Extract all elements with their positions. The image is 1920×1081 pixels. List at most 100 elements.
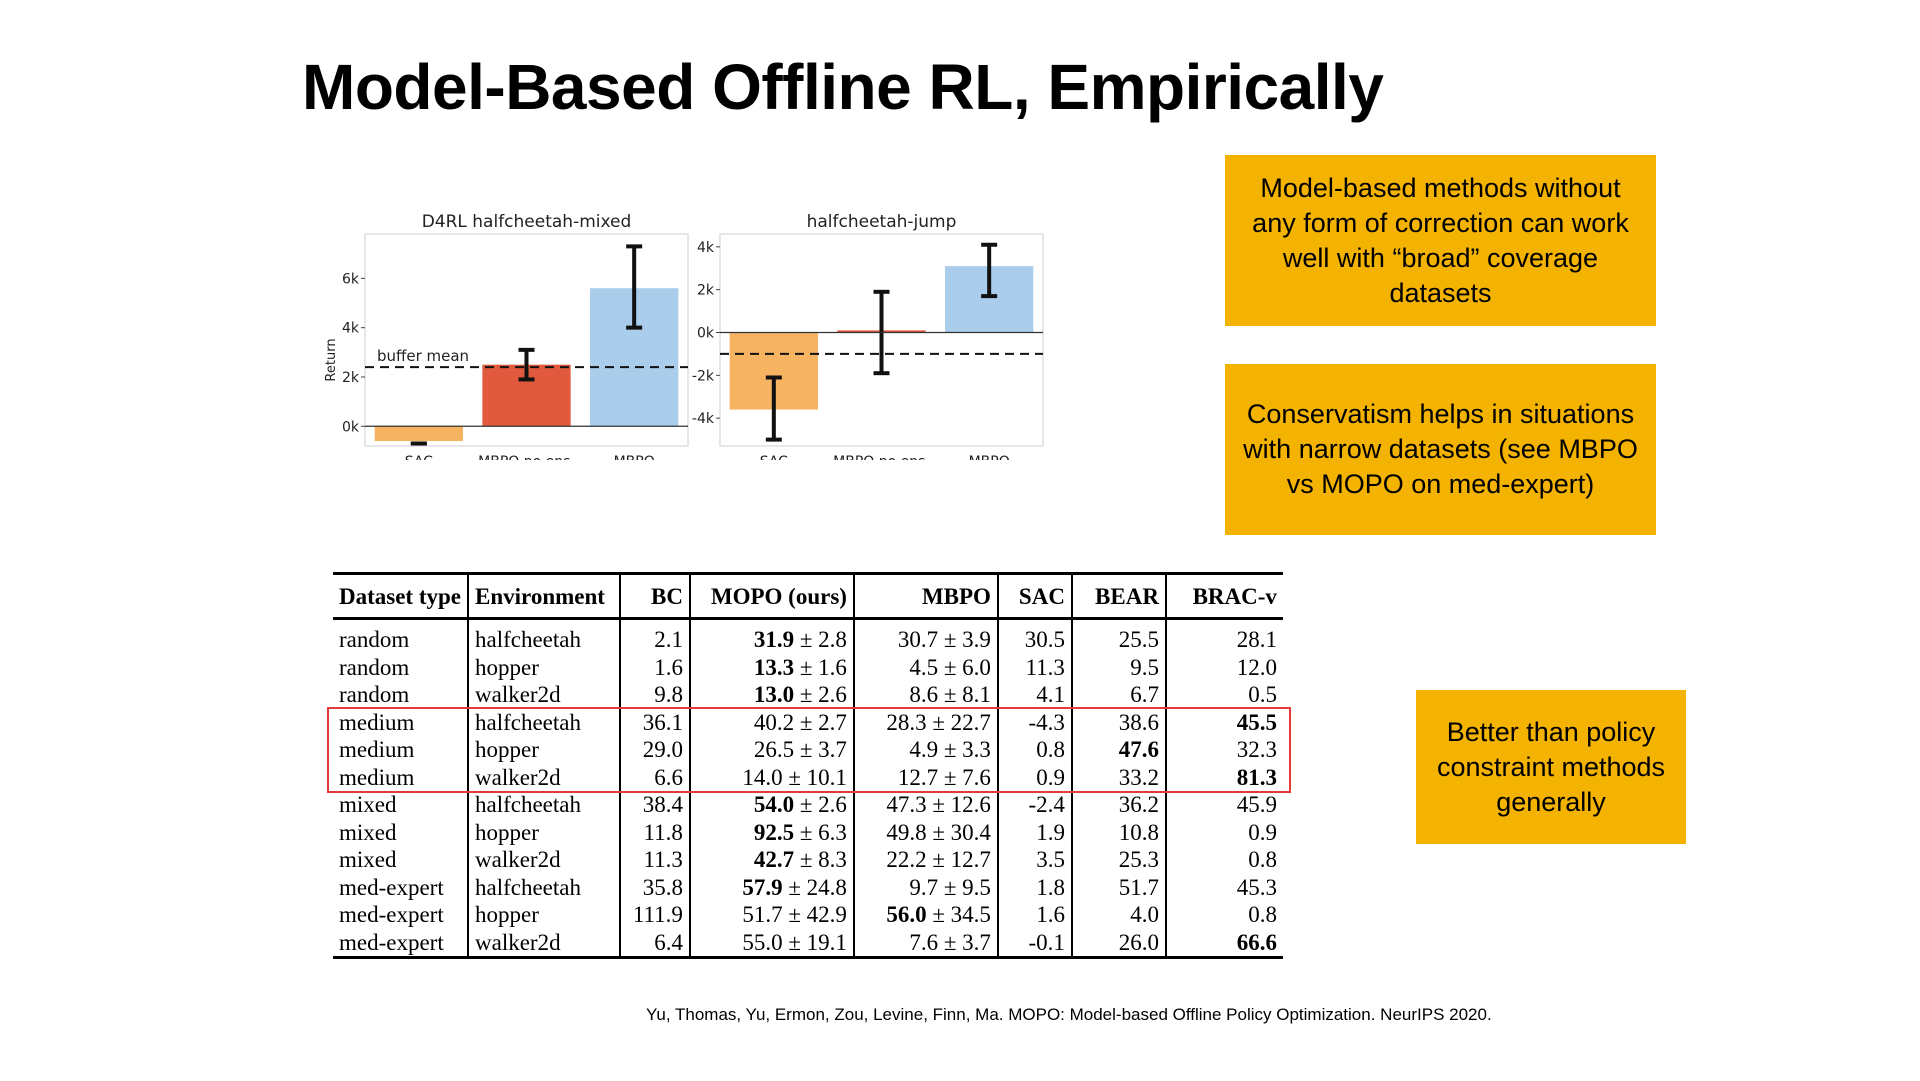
- cell-dataset-type-value: mixed: [339, 819, 397, 845]
- results-table: Dataset type Environment BC MOPO (ours) …: [333, 572, 1283, 959]
- cell-brac-v-value: 45.9: [1236, 792, 1277, 818]
- cell-mopo: 54.0 ± 2.6: [688, 791, 854, 819]
- cell-bc: 35.8: [618, 873, 690, 901]
- y-tick-label: 4k: [697, 240, 715, 256]
- cell-sac-value: 1.9: [1036, 819, 1065, 845]
- cell-mopo: 40.2 ± 2.7: [688, 708, 854, 736]
- cell-brac-v-value: 0.8: [1248, 847, 1277, 873]
- cell-sac: 1.6: [996, 901, 1072, 929]
- bar-charts: D4RL halfcheetah-mixed 0k 2k 4k 6k Return SAC M…: [320, 210, 1060, 470]
- cell-mbpo: 30.7 ± 3.9: [852, 618, 998, 654]
- cell-mopo-value: ± 2.6: [794, 792, 847, 818]
- y-tick-label: -4k: [692, 411, 715, 427]
- cell-mbpo: 28.3 ± 22.7: [852, 708, 998, 736]
- cell-dataset-type-value: medium: [339, 709, 415, 735]
- header-bear: BEAR: [1070, 572, 1166, 620]
- slide-title: Model-Based Offline RL, Empirically: [302, 51, 1384, 123]
- table-row: medium halfcheetah 36.1 40.2 ± 2.7 28.3 ± 22…: [333, 708, 1283, 736]
- cell-environment: walker2d: [467, 763, 620, 791]
- cell-dataset-type: random: [333, 619, 468, 654]
- cell-mopo: 92.5 ± 6.3: [688, 818, 854, 846]
- cell-mopo-bold-value: 92.5: [753, 819, 795, 845]
- cell-mopo: 42.7 ± 8.3: [688, 846, 854, 874]
- cell-brac-v-value: 0.5: [1248, 682, 1277, 708]
- cell-dataset-type-value: medium: [339, 737, 415, 763]
- cell-environment: halfcheetah: [467, 618, 620, 654]
- cell-dataset-type: random: [333, 654, 468, 682]
- cell-mopo-value: ± 6.3: [794, 819, 847, 845]
- cell-bear: 33.2: [1070, 763, 1166, 791]
- cell-environment: walker2d: [467, 846, 620, 874]
- cell-mbpo-bold-value: 56.0: [886, 902, 927, 928]
- cell-mbpo-value: 4.5 ± 6.0: [909, 654, 991, 680]
- cell-bear: 10.8: [1070, 818, 1166, 846]
- cell-sac-value: 1.6: [1036, 902, 1065, 928]
- x-tick-label: SAC: [405, 454, 433, 460]
- header-dataset-type: Dataset type: [333, 572, 468, 620]
- cell-bear-bold-value: 47.6: [1118, 737, 1159, 763]
- header-mopo: MOPO (ours): [688, 572, 854, 620]
- cell-bear-value: 10.8: [1118, 819, 1159, 845]
- cell-sac-value: -4.3: [1028, 709, 1065, 735]
- cell-brac-v-value: 32.3: [1236, 737, 1277, 763]
- cell-bc: 1.6: [618, 653, 690, 681]
- cell-brac-v-bold-value: 66.6: [1236, 929, 1277, 955]
- cell-mopo: 57.9 ± 24.8: [688, 873, 854, 901]
- cell-mbpo-value: 30.7 ± 3.9: [897, 627, 991, 653]
- cell-environment-value: halfcheetah: [475, 874, 581, 900]
- cell-bear: 38.6: [1070, 708, 1166, 736]
- cell-environment-value: hopper: [475, 737, 539, 763]
- cell-dataset-type: med-expert: [333, 928, 468, 959]
- table-row: mixed walker2d 11.3 42.7 ± 8.3 22.2 ± 12.7 3.…: [333, 846, 1283, 874]
- cell-brac-v: 45.9: [1164, 791, 1283, 819]
- table-row: mixed hopper 11.8 92.5 ± 6.3 49.8 ± 30.4 1.9 1…: [333, 818, 1283, 846]
- cell-mbpo: 49.8 ± 30.4: [852, 818, 998, 846]
- cell-bear: 26.0: [1070, 928, 1166, 959]
- cell-dataset-type: mixed: [333, 846, 468, 874]
- cell-bear-value: 6.7: [1130, 682, 1159, 708]
- x-tick-label: MBPO no ens.: [478, 454, 575, 460]
- cell-bc-value: 6.4: [654, 929, 683, 955]
- cell-brac-v: 28.1: [1164, 618, 1283, 654]
- cell-bc-value: 11.8: [643, 819, 683, 845]
- cell-mopo: 55.0 ± 19.1: [688, 928, 854, 959]
- cell-sac-value: 0.8: [1036, 737, 1065, 763]
- table-row: random walker2d 9.8 13.0 ± 2.6 8.6 ± 8.1 4.1 6…: [333, 681, 1283, 709]
- cell-bear-value: 36.2: [1118, 792, 1159, 818]
- cell-brac-v: 0.5: [1164, 681, 1283, 709]
- cell-mopo-value: ± 8.3: [794, 847, 847, 873]
- cell-bear: 6.7: [1070, 681, 1166, 709]
- cell-bear: 9.5: [1070, 653, 1166, 681]
- cell-mopo-bold-value: 31.9: [753, 627, 795, 653]
- cell-bc-value: 1.6: [654, 654, 683, 680]
- cell-mopo-value: 55.0 ± 19.1: [742, 929, 847, 955]
- bar-sac: [374, 426, 463, 442]
- cell-brac-v-value: 0.9: [1248, 819, 1277, 845]
- y-tick-label: 6k: [342, 271, 360, 287]
- y-tick-label: 2k: [342, 370, 360, 386]
- chart-title: D4RL halfcheetah-mixed: [422, 212, 632, 232]
- cell-mopo-value: 26.5 ± 3.7: [753, 737, 847, 763]
- cell-dataset-type: random: [333, 681, 468, 709]
- cell-brac-v: 0.8: [1164, 901, 1283, 929]
- cell-mopo: 13.3 ± 1.6: [688, 653, 854, 681]
- buffer-mean-label: buffer mean: [377, 347, 469, 365]
- cell-dataset-type-value: mixed: [339, 792, 397, 818]
- cell-mbpo-value: 7.6 ± 3.7: [909, 929, 991, 955]
- cell-bc: 6.4: [618, 928, 690, 959]
- table-row: random halfcheetah 2.1 31.9 ± 2.8 30.7 ± 3.9…: [333, 618, 1283, 654]
- x-tick-label: MBPO no ens.: [833, 454, 930, 460]
- cell-bc-value: 9.8: [654, 682, 683, 708]
- cell-mbpo-value: 47.3 ± 12.6: [886, 792, 991, 818]
- table-row: med-expert halfcheetah 35.8 57.9 ± 24.8 9.7 …: [333, 873, 1283, 901]
- citation: Yu, Thomas, Yu, Ermon, Zou, Levine, Finn…: [646, 1005, 1492, 1024]
- cell-mbpo-value: 4.9 ± 3.3: [909, 737, 991, 763]
- cell-environment: halfcheetah: [467, 708, 620, 736]
- cell-environment-value: halfcheetah: [475, 709, 581, 735]
- cell-sac-value: 3.5: [1036, 847, 1065, 873]
- cell-brac-v: 12.0: [1164, 653, 1283, 681]
- cell-mbpo-value: 22.2 ± 12.7: [886, 847, 991, 873]
- table-row: med-expert walker2d 6.4 55.0 ± 19.1 7.6 ± 3.…: [333, 928, 1283, 959]
- cell-dataset-type: medium: [333, 736, 468, 764]
- cell-mbpo: 22.2 ± 12.7: [852, 846, 998, 874]
